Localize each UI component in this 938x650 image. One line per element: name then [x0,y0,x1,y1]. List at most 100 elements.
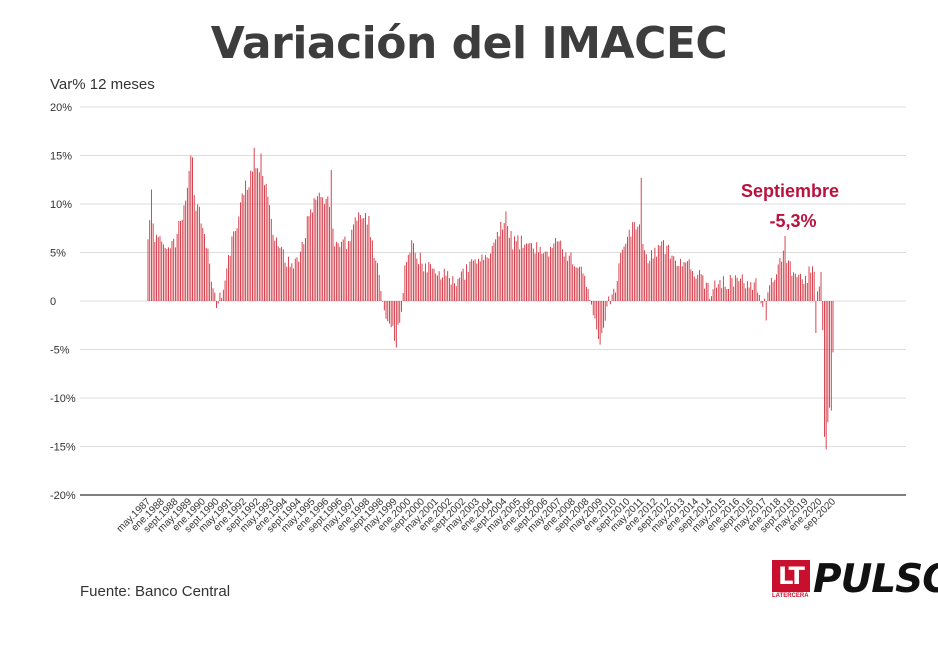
bar [404,265,406,301]
bar [675,260,676,301]
bar [668,244,670,301]
bar [603,301,604,328]
bar [450,284,452,301]
bar [335,241,337,301]
bar [568,255,570,301]
bar [704,288,706,301]
bar [330,170,332,301]
bar [390,301,392,328]
bar [200,223,202,301]
bar [686,261,688,301]
bar [647,263,649,301]
bar [534,253,536,301]
bar [238,216,240,301]
bar [493,242,495,301]
bar [428,261,430,301]
bar [544,251,546,301]
bar [800,273,801,301]
bar [354,217,356,301]
bar [407,254,409,301]
bar [538,252,539,301]
bar [486,257,488,301]
bar [371,240,373,301]
bar [500,222,502,301]
bar [637,226,639,301]
bar [651,250,652,301]
bar [777,264,779,301]
bar [555,237,557,301]
bar [755,278,757,301]
bar [825,301,827,450]
bar [334,246,336,301]
bar [613,288,615,301]
bar [628,229,630,301]
bar [549,246,551,301]
bar [339,247,341,301]
bar [299,251,301,301]
bar [815,301,817,334]
bar [311,212,313,301]
bar [183,205,185,301]
y-tick-label: -10% [50,393,76,405]
bar [426,272,428,301]
bar [464,279,466,301]
bar [392,301,394,326]
bar [423,271,425,301]
bar [745,288,747,301]
bar [287,256,289,301]
bar [722,276,724,301]
bar [186,187,188,301]
bar [406,261,408,301]
bar [349,241,351,301]
bar [466,264,467,301]
bar [197,204,199,301]
bar [286,266,288,301]
bar [363,217,365,301]
bar [402,292,404,301]
source-note: Fuente: Banco Central [80,583,231,600]
bar [353,224,354,301]
bar [368,215,370,301]
bar [520,235,522,301]
bar [820,271,822,301]
bar [803,284,805,301]
bar [228,254,229,301]
bar [517,235,519,301]
bar [156,234,158,301]
bar [270,218,272,301]
bar [472,260,474,301]
bar [776,274,777,301]
bar [315,199,317,301]
bar [577,267,579,301]
bar [666,245,668,301]
bar [258,172,260,301]
bar [553,243,555,301]
bar [782,250,784,301]
bar [565,252,567,301]
bar [620,252,622,301]
bar [409,252,411,301]
bar [683,262,685,301]
bar [731,278,733,301]
bar [233,231,235,301]
bar [448,278,450,301]
bar [527,243,529,301]
y-tick-label: 10% [50,199,72,211]
bar [447,271,449,301]
bar [822,301,824,331]
bar [154,241,156,301]
bar [719,279,721,301]
bar [375,260,377,301]
bar [150,189,152,301]
bar [621,249,623,301]
bar [274,240,276,301]
bar [673,256,675,301]
bar [164,247,166,301]
bar [793,272,795,301]
bar [294,258,296,301]
bar [252,171,253,301]
bar [224,280,226,301]
bar [421,263,423,301]
bar [702,275,704,301]
bar [301,241,303,301]
